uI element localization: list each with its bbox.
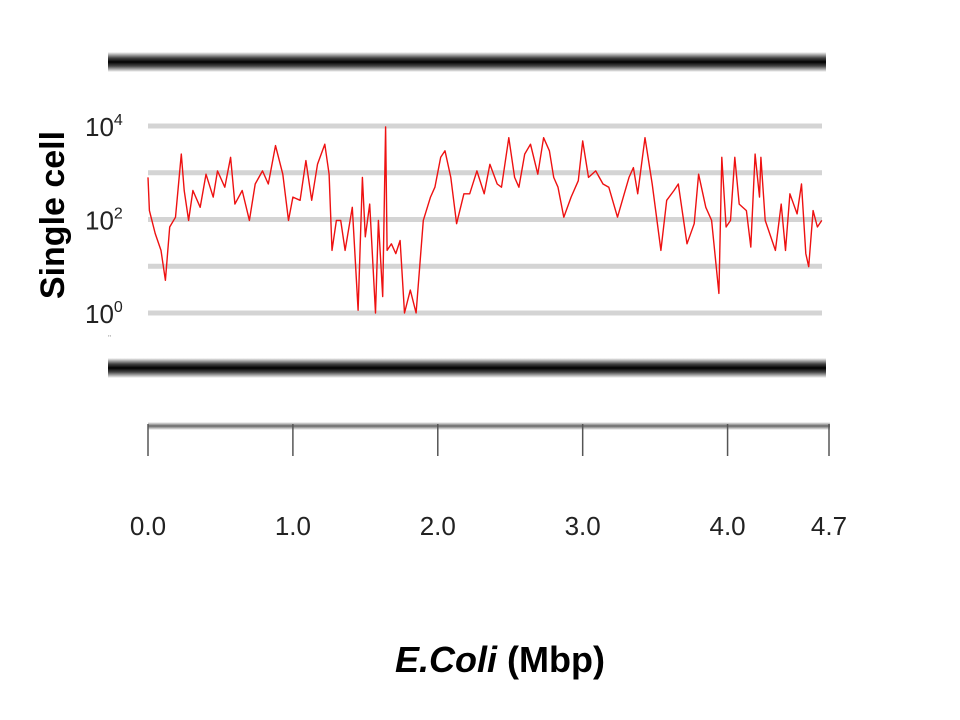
y-tick-base: 10 <box>85 299 114 329</box>
x-axis-title: E.Coli (Mbp) <box>395 639 605 680</box>
x-tick-label: 2.0 <box>420 511 456 541</box>
y-tick-label: 102 <box>85 206 123 236</box>
y-tick-exponent: 0 <box>114 299 123 316</box>
series-line <box>147 126 823 314</box>
x-axis: 0.0 1.0 2.0 3.0 4.0 4.7 <box>130 424 847 541</box>
top-border-band <box>108 52 826 72</box>
x-tick-label: 3.0 <box>565 511 601 541</box>
x-axis-line <box>148 422 830 430</box>
y-tick-label: 100 <box>85 299 123 329</box>
y-tick-exponent: 4 <box>114 112 123 129</box>
x-tick-label: 4.0 <box>709 511 745 541</box>
minor-mark: '' <box>108 334 112 343</box>
y-axis-title: Single cell <box>34 131 72 299</box>
y-tick-label: 104 <box>85 112 123 142</box>
x-tick-label: 0.0 <box>130 511 166 541</box>
x-axis-title-unit: (Mbp) <box>507 639 605 680</box>
y-tick-base: 10 <box>85 112 114 142</box>
x-axis-title-organism: E.Coli <box>395 639 498 680</box>
x-tick-label: 4.7 <box>811 511 847 541</box>
bottom-border-band <box>108 358 826 378</box>
x-tick-label: 1.0 <box>275 511 311 541</box>
y-tick-exponent: 2 <box>114 206 123 223</box>
gridlines <box>148 123 822 316</box>
y-tick-base: 10 <box>85 206 114 236</box>
